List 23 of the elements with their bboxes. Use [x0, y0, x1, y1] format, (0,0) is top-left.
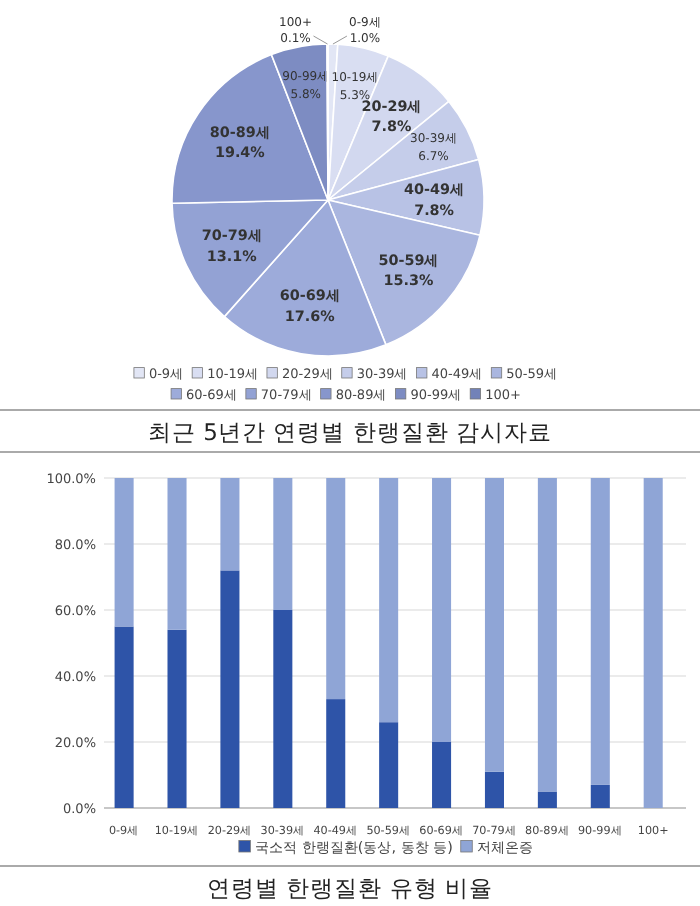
- bar: [643, 478, 663, 808]
- bar: [273, 610, 293, 808]
- bar: [273, 478, 293, 610]
- bar: [326, 699, 346, 808]
- bar: [537, 478, 557, 792]
- text: 최근 5년간 연령별 한랭질환 감시자료: [148, 418, 552, 446]
- bar: [590, 784, 610, 808]
- bar: [167, 629, 187, 808]
- bar: [432, 478, 452, 742]
- bar: [484, 771, 504, 808]
- bar: [432, 742, 452, 808]
- bar: [220, 478, 240, 571]
- bar: [220, 570, 240, 808]
- bar: [379, 722, 399, 808]
- bar: [326, 478, 346, 700]
- bar: [379, 478, 399, 723]
- text: 연령별 한랭질환 유형 비율: [207, 874, 493, 902]
- bar: [114, 478, 134, 627]
- bar: [484, 478, 504, 772]
- bar: [537, 791, 557, 808]
- bar: [114, 626, 134, 808]
- bar: [167, 478, 187, 630]
- bar: [590, 478, 610, 785]
